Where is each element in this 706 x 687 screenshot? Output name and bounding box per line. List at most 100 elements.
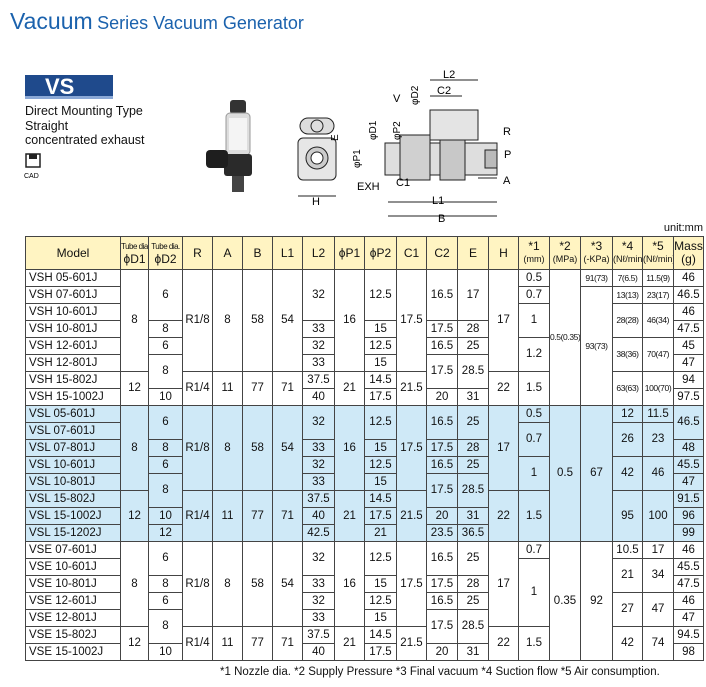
- value-cell: 40: [302, 643, 335, 661]
- dim-label: H: [312, 196, 320, 208]
- value-cell: 20: [426, 388, 458, 406]
- value-cell: 15: [364, 354, 397, 372]
- value-cell: 17.5: [396, 269, 427, 372]
- table-row: VSL 15-1002J 10 40 17.5 20 31 96: [25, 507, 704, 525]
- header-cell: *1 (mm): [518, 236, 550, 270]
- header-cell: Mass (g): [673, 236, 704, 270]
- value-cell: 77: [242, 626, 273, 661]
- header-cell: *3 (-KPa): [580, 236, 613, 270]
- table-row: VSH 07-601J 0.7 93(73) 13(13) 23(17) 46.5: [25, 286, 704, 406]
- value-cell: 37.5: [302, 371, 335, 389]
- value-cell: 16.5: [426, 337, 458, 355]
- header-cell: C1: [396, 236, 427, 270]
- table-row: VSL 15-802J 12 R1/4 11 77 71 37.5 21 14.5 21.5 22 1…: [25, 490, 704, 542]
- value-cell: 98: [673, 643, 704, 661]
- value-cell: 28(28): [612, 303, 643, 338]
- value-cell: 58: [242, 405, 273, 491]
- value-cell: 45.5: [673, 558, 704, 576]
- value-cell: R1/4: [182, 371, 213, 406]
- value-cell: 54: [272, 269, 303, 372]
- value-cell: 58: [242, 269, 273, 372]
- table-row: VSH 10-801J 8 33 15 17.5 28 47.5: [25, 320, 704, 338]
- value-cell: 16: [334, 541, 365, 627]
- value-cell: 8: [120, 405, 149, 491]
- value-cell: 10.5: [612, 541, 643, 559]
- value-cell: 21: [612, 558, 643, 593]
- value-cell: 12: [120, 626, 149, 661]
- header-text: ϕP1: [338, 245, 361, 260]
- value-cell: 6: [148, 269, 183, 321]
- value-cell: 71: [272, 626, 303, 661]
- title-main: Vacuum: [10, 8, 93, 34]
- value-cell: 1: [518, 303, 550, 338]
- value-cell: 7(6.5): [612, 269, 643, 287]
- value-cell: 17: [488, 541, 519, 627]
- header-cell: Model: [25, 236, 121, 270]
- value-cell: 14.5: [364, 371, 397, 389]
- model-cell: VSE 15-802J: [25, 626, 121, 644]
- value-cell: 12: [120, 490, 149, 542]
- header-cell: Tube dia. ϕD2: [148, 236, 183, 270]
- table-section: VSL 05-601J 8 6 R1/8 8 58 54 32 16 12.5 17.5 16.5 25…: [25, 405, 704, 542]
- value-cell: 22: [488, 490, 519, 542]
- model-cell: VSE 12-601J: [25, 592, 121, 610]
- value-cell: 12.5: [364, 405, 397, 440]
- value-cell: 28.5: [457, 609, 489, 644]
- header-text: H: [499, 245, 508, 260]
- value-cell: 1.2: [518, 337, 550, 372]
- value-cell: 54: [272, 541, 303, 627]
- dim-label: φD1: [368, 120, 379, 140]
- value-cell: 71: [272, 371, 303, 406]
- value-cell: 91.5: [673, 490, 704, 508]
- dim-label: L2: [443, 69, 455, 81]
- value-cell: 33: [302, 439, 335, 457]
- header-cell: E: [457, 236, 489, 270]
- value-cell: 15: [364, 609, 397, 627]
- title: Vacuum Series Vacuum Generator: [10, 8, 304, 35]
- illustrations: CAD L2 C2 V φD2 φD1 φP2 R E φP: [24, 69, 511, 225]
- table-section: VSE 07-601J 8 6 R1/8 8 58 54 32 16 12.5 17.5 16.5 25…: [25, 541, 704, 661]
- value-cell: R1/8: [182, 541, 213, 627]
- value-cell: 6: [148, 405, 183, 440]
- value-cell: 0.5: [518, 269, 550, 287]
- header-cell: L2: [302, 236, 335, 270]
- value-cell: 45: [673, 337, 704, 355]
- model-cell: VSL 15-802J: [25, 490, 121, 508]
- header-text: C1: [403, 245, 420, 260]
- model-cell: VSH 10-801J: [25, 320, 121, 338]
- value-cell: 46(34): [642, 303, 674, 338]
- cad-label: CAD: [24, 173, 39, 180]
- value-cell: 96: [673, 507, 704, 525]
- value-cell: 22: [488, 626, 519, 661]
- description: Direct Mounting Type Straight concentrat…: [25, 104, 145, 148]
- value-cell: 100: [642, 490, 674, 542]
- header-cell: A: [212, 236, 243, 270]
- value-cell: 0.7: [518, 422, 550, 457]
- value-cell: 11: [212, 371, 243, 406]
- cad-icon: CAD: [24, 153, 41, 180]
- value-cell: 6: [148, 592, 183, 610]
- value-cell: 21: [334, 626, 365, 661]
- value-cell: 16.5: [426, 541, 458, 576]
- header-text: (Nℓ/min): [643, 254, 674, 264]
- header-text: (Nℓ/min): [613, 254, 643, 264]
- table-row: VSL 10-801J 8 33 15 17.5 28.5 47: [25, 473, 704, 508]
- side-view: [384, 79, 498, 217]
- header-cell: *2 (MPa): [549, 236, 581, 270]
- value-cell: R1/8: [182, 405, 213, 491]
- header-cell: ϕP1: [334, 236, 365, 270]
- model-cell: VSL 10-601J: [25, 456, 121, 474]
- value-cell: 33: [302, 320, 335, 338]
- value-cell: 32: [302, 456, 335, 474]
- value-cell: 28: [457, 320, 489, 338]
- value-cell: 42: [612, 626, 643, 661]
- value-cell: 8: [212, 269, 243, 372]
- value-cell: 97.5: [673, 388, 704, 406]
- value-cell: 17.5: [396, 405, 427, 491]
- header-text: C2: [434, 245, 450, 260]
- value-cell: 16: [334, 405, 365, 491]
- model-cell: VSH 15-1002J: [25, 388, 121, 406]
- model-cell: VSE 15-1002J: [25, 643, 121, 661]
- dimension-labels: L2 C2 V φD2 φD1 φP2 R E φP1 P EXH C1 A H…: [312, 69, 511, 225]
- value-cell: 54: [272, 405, 303, 491]
